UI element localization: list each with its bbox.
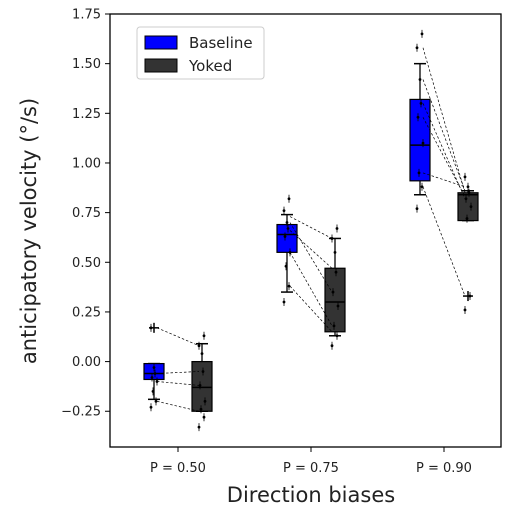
pair-connector-line — [422, 172, 466, 188]
box-iqr — [191, 360, 213, 412]
x-tick-label: P = 0.90 — [416, 461, 472, 476]
data-point — [417, 171, 421, 175]
data-point — [330, 237, 334, 240]
data-point — [152, 366, 156, 369]
box-baseline-0 — [143, 322, 165, 401]
data-point — [203, 399, 207, 403]
pair-connector-line — [289, 216, 333, 239]
data-point — [285, 221, 289, 224]
pair-connector-line — [289, 252, 333, 327]
pair-connector-line — [289, 285, 333, 333]
box-baseline-1 — [276, 213, 298, 293]
pair-connector-line — [422, 186, 466, 297]
data-point — [150, 376, 154, 379]
data-point — [283, 235, 287, 238]
data-point — [149, 326, 153, 330]
data-point — [284, 264, 288, 268]
y-tick-label: 1.00 — [72, 156, 101, 171]
data-point — [467, 191, 471, 195]
data-point — [197, 425, 201, 429]
plot-area — [143, 29, 479, 432]
data-point — [421, 141, 425, 145]
legend-label-yoked: Yoked — [188, 57, 232, 75]
data-point — [335, 334, 339, 338]
data-point — [198, 384, 202, 387]
x-tick-label: P = 0.75 — [283, 461, 339, 476]
data-point — [199, 407, 203, 411]
data-point — [420, 185, 424, 189]
y-axis-title: anticipatory velocity (°/s) — [17, 98, 41, 364]
data-point — [416, 115, 420, 119]
data-point — [336, 304, 340, 308]
legend-swatch-baseline — [144, 35, 178, 50]
data-point — [202, 334, 206, 338]
data-point — [420, 32, 424, 36]
data-point — [287, 197, 291, 201]
box-iqr — [457, 192, 479, 222]
data-point — [463, 308, 467, 312]
data-point — [415, 46, 419, 50]
data-point — [155, 380, 159, 383]
pair-connector-line — [289, 230, 333, 269]
data-point — [286, 227, 290, 230]
y-tick-label: −0.25 — [61, 405, 101, 420]
data-point — [332, 324, 336, 328]
y-axis-ticks: −0.25 0.00 0.25 0.50 0.75 1.00 1.25 1.50 1.75 — [61, 8, 110, 420]
data-point — [418, 78, 422, 81]
x-axis-ticks: P = 0.50 P = 0.75 P = 0.90 — [150, 447, 472, 476]
data-point — [469, 205, 473, 209]
data-point — [200, 352, 204, 356]
pair-connector-line — [422, 117, 466, 197]
data-point — [149, 405, 153, 409]
data-point — [419, 101, 423, 105]
box-yoked-0 — [191, 342, 213, 412]
data-point — [282, 209, 286, 213]
data-point — [151, 389, 155, 393]
y-tick-label: 0.50 — [72, 256, 101, 271]
data-point — [415, 207, 419, 211]
box-iqr — [324, 267, 346, 333]
legend: Baseline Yoked — [136, 26, 265, 80]
pair-connector-line — [156, 327, 200, 347]
data-point — [288, 250, 292, 254]
data-point — [287, 284, 291, 288]
data-point — [468, 294, 472, 298]
data-point — [331, 290, 335, 294]
y-tick-label: 1.50 — [72, 57, 101, 72]
y-tick-label: 1.25 — [72, 107, 101, 122]
y-tick-label: 0.25 — [72, 305, 101, 320]
data-point — [465, 217, 469, 220]
data-point — [154, 399, 158, 403]
data-point — [201, 370, 205, 373]
legend-label-baseline: Baseline — [189, 34, 253, 52]
data-point — [333, 250, 337, 254]
data-point — [202, 415, 206, 419]
data-point — [330, 344, 334, 348]
data-point — [153, 372, 157, 375]
y-tick-label: 1.75 — [72, 8, 101, 23]
pair-connector-line — [289, 222, 333, 293]
x-axis-title: Direction biases — [227, 483, 395, 507]
y-tick-label: 0.00 — [72, 355, 101, 370]
data-point — [466, 185, 470, 189]
box-iqr — [409, 98, 431, 182]
axes-frame — [109, 13, 502, 448]
y-tick-label: 0.75 — [72, 206, 101, 221]
pair-connector-line — [422, 79, 466, 191]
data-point — [282, 300, 286, 304]
legend-swatch-yoked — [144, 58, 178, 73]
data-point — [334, 270, 338, 274]
data-point — [335, 227, 339, 230]
data-point — [463, 175, 467, 179]
data-point — [197, 344, 201, 348]
box-yoked-2 — [457, 190, 479, 302]
x-tick-label: P = 0.50 — [150, 461, 206, 476]
data-point — [464, 197, 468, 201]
